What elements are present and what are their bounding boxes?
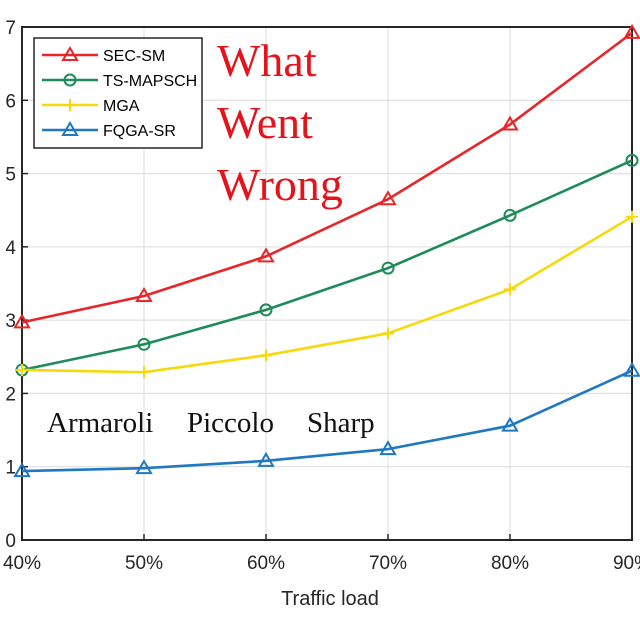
data-point (135, 459, 153, 475)
data-point (504, 283, 516, 296)
legend-marker (64, 99, 76, 111)
x-tick-label: 50% (125, 553, 163, 574)
y-tick-label: 1 (5, 458, 16, 479)
legend-marker (61, 121, 79, 136)
black-annotation: Armaroli Piccolo Sharp (47, 407, 375, 439)
series-line (21, 31, 633, 324)
legend-label: MGA (103, 98, 140, 115)
data-point (625, 153, 639, 167)
data-point (13, 462, 31, 478)
x-tick-label: 60% (247, 553, 285, 574)
data-point (257, 451, 275, 467)
data-point (501, 416, 519, 432)
x-tick-label: 80% (491, 553, 529, 574)
series-line (21, 369, 633, 473)
x-axis-label: Traffic load (281, 588, 379, 610)
legend-label: FQGA-SR (103, 123, 176, 140)
data-point (382, 327, 394, 340)
y-tick-label: 4 (5, 238, 16, 259)
data-point (379, 190, 397, 206)
data-point (137, 337, 151, 351)
data-point (257, 247, 275, 263)
data-point (379, 440, 397, 456)
x-tick-label: 90% (613, 553, 640, 574)
data-point (626, 210, 638, 223)
series-fqga-sr (13, 361, 640, 478)
x-tick-label: 40% (3, 553, 41, 574)
data-point (623, 23, 640, 39)
data-point (135, 286, 153, 302)
red-annotation: What Went Wrong (217, 35, 343, 210)
legend-item: SEC-SM (42, 46, 165, 65)
series-sec-sm (13, 23, 640, 329)
legend-label: TS-MAPSCH (103, 73, 197, 90)
annotation-what: What (217, 35, 317, 86)
legend-item: MGA (42, 98, 140, 115)
legend-item: TS-MAPSCH (42, 73, 197, 90)
annotation-went: Went (217, 97, 313, 148)
data-point (13, 313, 31, 329)
y-tick-label: 2 (5, 384, 16, 405)
y-tick-label: 3 (5, 311, 16, 332)
legend-label: SEC-SM (103, 48, 165, 65)
data-point (623, 361, 640, 377)
y-tick-label: 7 (5, 18, 16, 39)
plot-frame (21, 26, 633, 541)
legend-marker (63, 73, 77, 87)
series-line (21, 159, 633, 372)
data-point (138, 366, 150, 379)
annotation-wrong: Wrong (217, 159, 343, 210)
data-point (260, 349, 272, 362)
data-point (259, 303, 273, 317)
series-group (13, 23, 640, 478)
annotation-armaroli: Armaroli (47, 407, 153, 439)
y-tick-label: 5 (5, 165, 16, 186)
legend-marker (61, 46, 79, 61)
x-tick-label: 70% (369, 553, 407, 574)
series-mga (16, 210, 638, 379)
legend: SEC-SM TS-MAPSCH MGA FQGA-SR (33, 37, 203, 149)
data-point (381, 261, 395, 275)
data-point (16, 363, 28, 376)
y-tick-label: 0 (5, 531, 16, 552)
y-tick-label: 6 (5, 91, 16, 112)
legend-item: FQGA-SR (42, 121, 176, 140)
data-point (501, 115, 519, 131)
series-line (21, 215, 633, 374)
axes: 40% 50% 60% 70% 80% 90% 0 1 2 3 4 5 6 7 (3, 18, 640, 574)
data-point (503, 208, 517, 222)
annotation-sharp: Sharp (307, 407, 375, 439)
annotation-piccolo: Piccolo (187, 407, 274, 439)
